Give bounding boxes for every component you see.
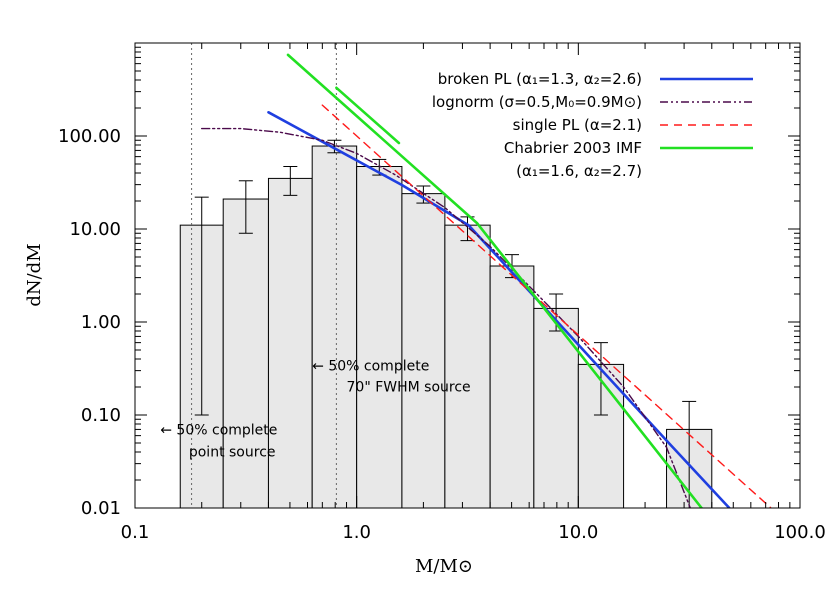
histogram-bar xyxy=(222,198,269,509)
histogram-bar xyxy=(267,177,313,509)
y-tick-label: 10.00 xyxy=(69,219,121,240)
x-axis-label: M/M⊙ xyxy=(415,556,473,577)
fit-curves xyxy=(200,53,772,508)
axes xyxy=(134,42,801,509)
annotation-text: ← 50% complete xyxy=(312,359,429,375)
tick-labels: 0.1 1.0 10.0 100.0 0.01 0.10 1.00 10.00 100.00 xyxy=(58,126,826,543)
histogram-bar xyxy=(489,265,535,509)
legend-label: single PL (α=2.1) xyxy=(513,116,642,134)
x-tick-label: 10.0 xyxy=(558,522,598,543)
series-line-2 xyxy=(200,127,691,508)
annotations: ← 50% complete 70" FWHM source ← 50% compl… xyxy=(160,359,470,461)
histogram-layer xyxy=(179,145,713,509)
legend-extra-line: (α₁=1.6, α₂=2.7) xyxy=(516,162,642,180)
y-tick-label: 1.00 xyxy=(81,312,121,333)
legend-label: broken PL (α₁=1.3, α₂=2.6) xyxy=(438,70,642,88)
plot-frame xyxy=(134,42,801,509)
histogram-bar xyxy=(311,145,358,509)
x-tick-label: 1.0 xyxy=(342,522,371,543)
legend-label: Chabrier 2003 IMF xyxy=(504,139,642,157)
x-tick-label: 100.0 xyxy=(774,522,826,543)
series-line-1 xyxy=(267,111,731,508)
histogram-bar xyxy=(444,224,491,509)
series-line-4 xyxy=(286,53,703,508)
y-axis-label: dN/dM xyxy=(24,243,45,306)
x-tick-label: 0.1 xyxy=(121,522,150,543)
annotation-text: point source xyxy=(189,444,276,460)
series-line-5 xyxy=(335,86,401,145)
annotation-text: ← 50% complete xyxy=(160,422,277,438)
y-tick-label: 100.00 xyxy=(58,126,121,147)
annotation-text: 70" FWHM source xyxy=(347,379,471,395)
y-tick-label: 0.01 xyxy=(81,498,121,519)
legend-label: lognorm (σ=0.5,M₀=0.9M⊙) xyxy=(432,93,642,111)
histogram-bar xyxy=(401,193,446,509)
histogram-bar xyxy=(356,165,403,509)
y-tick-label: 0.10 xyxy=(81,405,121,426)
legend: broken PL (α₁=1.3, α₂=2.6) lognorm (σ=0.5… xyxy=(432,70,753,180)
series-line-3 xyxy=(321,104,772,508)
